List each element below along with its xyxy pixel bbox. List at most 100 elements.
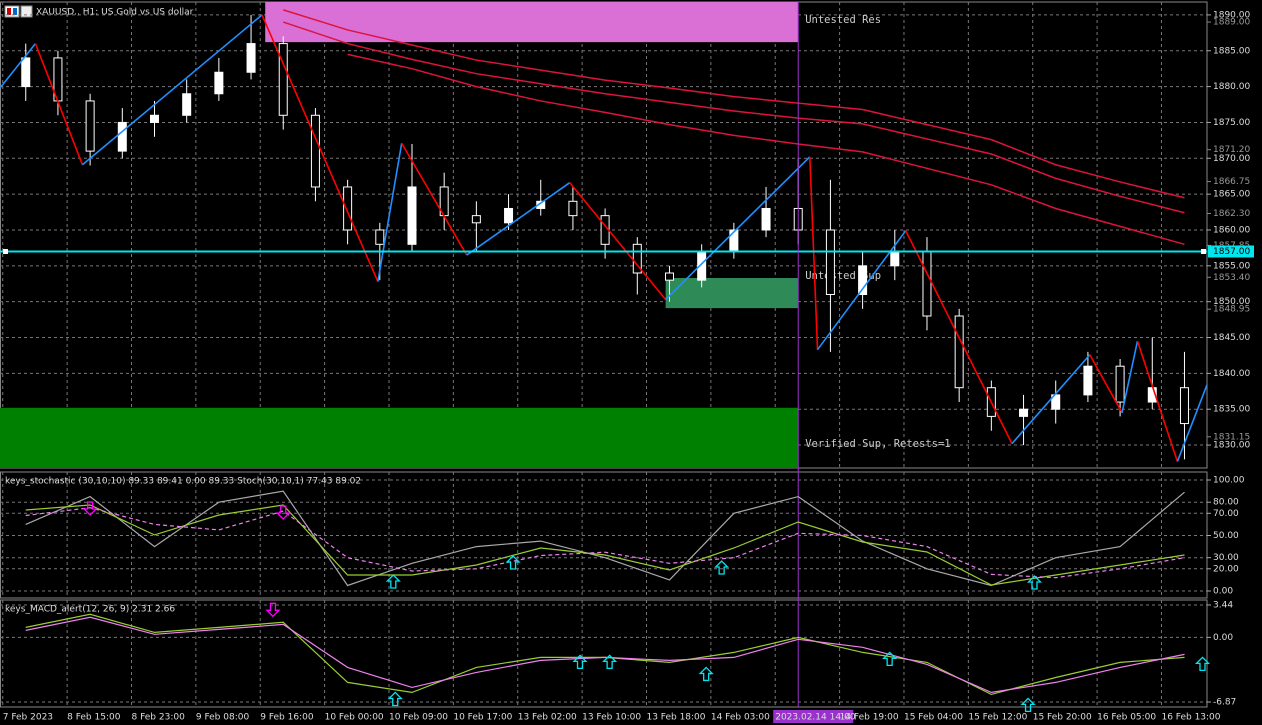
candle-body bbox=[1179, 387, 1189, 425]
y-tick-label: 1875.00 bbox=[1213, 118, 1250, 128]
indicator-line bbox=[25, 507, 1185, 579]
y-tick-label: 1845.00 bbox=[1213, 333, 1250, 343]
price-line-end bbox=[3, 248, 8, 254]
zigzag-leg bbox=[0, 43, 37, 89]
y-tick-label: 1880.00 bbox=[1213, 82, 1250, 92]
candle-body bbox=[1115, 365, 1125, 403]
y-tick-label: 70.00 bbox=[1213, 509, 1239, 519]
y-tick-label: 1830.00 bbox=[1213, 441, 1250, 451]
candle-body bbox=[568, 200, 578, 217]
candle-body bbox=[278, 43, 288, 116]
y-tick-label: 0.00 bbox=[1213, 633, 1233, 643]
candle-body bbox=[729, 229, 739, 252]
y-tick-label: 1885.00 bbox=[1213, 46, 1250, 56]
indicator-line bbox=[25, 504, 1185, 586]
candle-body bbox=[954, 315, 964, 389]
zigzag-leg bbox=[1089, 354, 1123, 414]
zone-label: Untested Res bbox=[805, 14, 881, 26]
candle-body bbox=[1083, 365, 1093, 396]
candle-body bbox=[922, 250, 932, 317]
y-tick-label: 0.00 bbox=[1213, 587, 1233, 597]
y-tick-label: 3.44 bbox=[1213, 600, 1233, 610]
y-tick-label: 80.00 bbox=[1213, 498, 1239, 508]
candle-body bbox=[407, 186, 417, 245]
indicator-title: keys_MACD_alert(12, 26, 9) 2.31 2.66 bbox=[5, 605, 175, 615]
level-label: 1889.00 bbox=[1213, 18, 1250, 28]
candle-body bbox=[85, 100, 95, 152]
y-tick-label: 1860.00 bbox=[1213, 225, 1250, 235]
candle-body bbox=[182, 93, 192, 116]
signal-arrow bbox=[265, 602, 281, 618]
signal-arrow bbox=[602, 654, 618, 670]
signal-arrow bbox=[1020, 697, 1036, 713]
candle-body bbox=[632, 243, 642, 274]
x-tick-label: 15 Feb 20:00 bbox=[1033, 713, 1092, 723]
candle-body bbox=[310, 114, 320, 188]
cursor-time-box bbox=[773, 710, 854, 723]
level-label: 1853.40 bbox=[1213, 273, 1250, 283]
zigzag-leg bbox=[905, 230, 1013, 444]
x-tick-label: 8 Feb 15:00 bbox=[67, 713, 121, 723]
zigzag-leg bbox=[261, 14, 379, 282]
candle-body bbox=[890, 250, 900, 267]
zone bbox=[0, 407, 799, 468]
price-tag bbox=[1208, 245, 1254, 258]
y-tick-label: 50.00 bbox=[1213, 531, 1239, 541]
candle-body bbox=[246, 43, 256, 73]
candle-body bbox=[375, 229, 385, 245]
signal-arrow bbox=[572, 654, 588, 670]
level-label: 1848.95 bbox=[1213, 305, 1250, 315]
y-tick-label: -6.87 bbox=[1213, 698, 1236, 708]
x-tick-label: 13 Feb 02:00 bbox=[518, 713, 577, 723]
y-tick-label: 1870.00 bbox=[1213, 154, 1250, 164]
x-tick-label: 16 Feb 05:00 bbox=[1097, 713, 1156, 723]
y-tick-label: 1855.00 bbox=[1213, 261, 1250, 271]
x-tick-label: 13 Feb 18:00 bbox=[646, 713, 705, 723]
y-tick-label: 1865.00 bbox=[1213, 190, 1250, 200]
indicator-title: keys_stochastic (30,10,10) 89.33 89.41 0… bbox=[5, 477, 361, 487]
chart-title: XAUUSD., H1: US Gold vs US dollar bbox=[36, 8, 194, 18]
zigzag-leg bbox=[665, 156, 811, 301]
candle-body bbox=[117, 121, 127, 152]
symbol-icon bbox=[4, 5, 33, 18]
x-tick-label: 8 Feb 23:00 bbox=[131, 713, 185, 723]
x-tick-label: 2023.02.14 14:00 bbox=[775, 713, 856, 723]
x-tick-label: 14 Feb 19:00 bbox=[840, 713, 899, 723]
price-line-end bbox=[1201, 248, 1206, 254]
x-tick-label: 15 Feb 12:00 bbox=[968, 713, 1027, 723]
signal-arrow bbox=[1026, 575, 1043, 590]
candle-body bbox=[858, 265, 868, 296]
signal-arrow bbox=[714, 560, 730, 575]
x-tick-label: 14 Feb 03:00 bbox=[711, 713, 770, 723]
candle-body bbox=[664, 272, 674, 281]
x-tick-label: 10 Feb 17:00 bbox=[453, 713, 512, 723]
zigzag-leg bbox=[1121, 340, 1139, 413]
zigzag-leg bbox=[1011, 354, 1091, 445]
candle-body bbox=[343, 186, 353, 231]
zone bbox=[665, 278, 799, 309]
signal-arrow bbox=[1194, 656, 1211, 672]
x-tick-label: 16 Feb 13:00 bbox=[1161, 713, 1220, 723]
candle-body bbox=[214, 71, 224, 95]
y-tick-label: 1835.00 bbox=[1213, 405, 1250, 415]
zone-label: Verified Sup, Retests=1 bbox=[805, 438, 950, 450]
x-tick-label: 9 Feb 08:00 bbox=[196, 713, 250, 723]
candle-body bbox=[149, 114, 159, 123]
x-tick-label: 7 Feb 2023 bbox=[3, 713, 53, 723]
moving-average bbox=[283, 21, 1185, 214]
candle-body bbox=[825, 229, 835, 296]
price-tag-label: 1857.00 bbox=[1213, 247, 1250, 257]
x-tick-label: 15 Feb 04:00 bbox=[904, 713, 963, 723]
signal-arrow bbox=[275, 505, 291, 520]
y-tick-label: 30.00 bbox=[1213, 553, 1239, 563]
level-label: 1871.20 bbox=[1213, 145, 1250, 155]
moving-average bbox=[347, 53, 1185, 246]
moving-average bbox=[283, 9, 1185, 199]
zigzag-leg bbox=[400, 142, 468, 256]
zone bbox=[265, 2, 799, 43]
y-tick-label: 1850.00 bbox=[1213, 297, 1250, 307]
zigzag-leg bbox=[809, 156, 819, 350]
zigzag-leg bbox=[1136, 340, 1179, 462]
